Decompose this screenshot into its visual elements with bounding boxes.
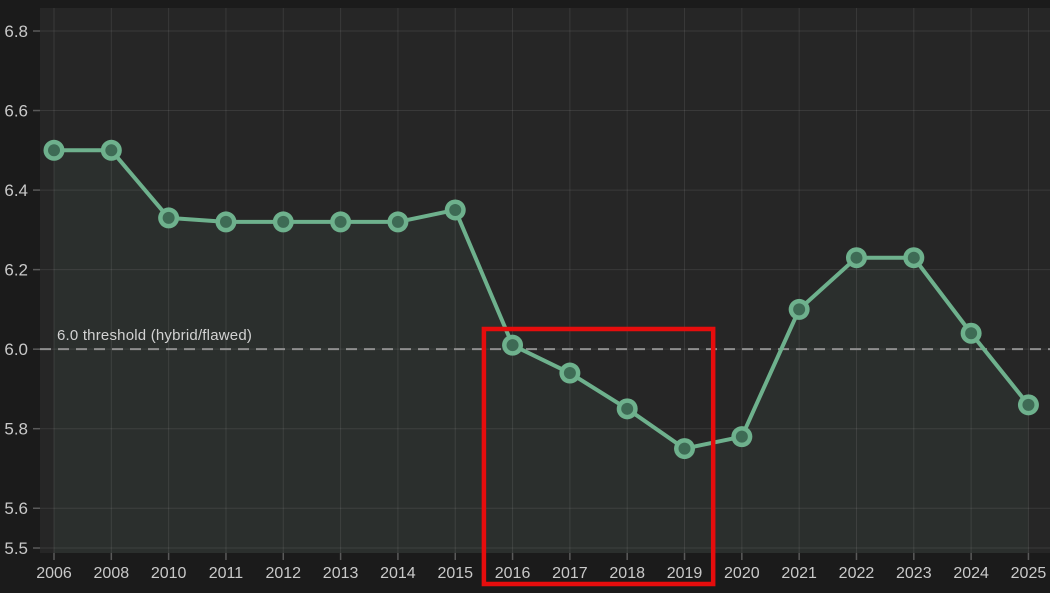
area-fill <box>54 150 1029 553</box>
data-point-marker-inner <box>907 251 920 264</box>
x-tick-label: 2020 <box>724 565 760 582</box>
x-tick-label: 2018 <box>609 565 645 582</box>
y-tick-label: 6.6 <box>4 102 28 121</box>
data-point-marker-inner <box>48 144 60 157</box>
y-tick-label: 6.4 <box>4 181 28 200</box>
x-tick-label: 2017 <box>552 565 588 582</box>
data-point-marker-inner <box>334 215 347 228</box>
data-point-marker-inner <box>105 144 118 157</box>
data-point-marker-inner <box>277 215 290 228</box>
data-point-marker-inner <box>563 367 576 380</box>
x-tick-label: 2012 <box>265 565 301 582</box>
data-point-marker-inner <box>1022 398 1035 411</box>
x-tick-label: 2010 <box>151 565 187 582</box>
x-tick-label: 2013 <box>323 565 359 582</box>
x-tick-label: 2016 <box>495 565 531 582</box>
plot-area <box>40 8 1050 553</box>
x-tick-label: 2022 <box>839 565 875 582</box>
y-tick-label: 5.8 <box>4 420 28 439</box>
data-point-marker-inner <box>621 402 634 415</box>
data-point-marker-inner <box>162 211 175 224</box>
data-point-marker-inner <box>735 430 748 443</box>
y-tick-label: 6.8 <box>4 22 28 41</box>
x-tick-label: 2025 <box>1011 565 1047 582</box>
x-tick-label: 2011 <box>209 565 244 582</box>
data-point-marker-inner <box>850 251 863 264</box>
x-tick-label: 2019 <box>667 565 703 582</box>
highlight-box <box>481 326 716 587</box>
x-tick-label: 2024 <box>953 565 989 582</box>
data-point-marker-inner <box>793 303 806 316</box>
y-tick-label: 6.0 <box>4 340 28 359</box>
y-tick-label: 5.6 <box>4 499 28 518</box>
x-tick-label: 2008 <box>94 565 130 582</box>
x-tick-label: 2021 <box>781 565 817 582</box>
y-tick-label: 5.5 <box>4 539 28 558</box>
data-point-marker-inner <box>965 327 978 340</box>
x-tick-label: 2023 <box>896 565 932 582</box>
data-point-marker-inner <box>391 215 404 228</box>
data-point-marker-inner <box>506 339 519 352</box>
x-tick-label: 2006 <box>36 565 72 582</box>
data-point-marker-inner <box>678 442 691 455</box>
data-point-marker-inner <box>219 215 232 228</box>
data-point-marker-inner <box>449 203 462 216</box>
x-tick-label: 2014 <box>380 565 416 582</box>
x-tick-label: 2015 <box>437 565 473 582</box>
y-tick-label: 6.2 <box>4 261 28 280</box>
